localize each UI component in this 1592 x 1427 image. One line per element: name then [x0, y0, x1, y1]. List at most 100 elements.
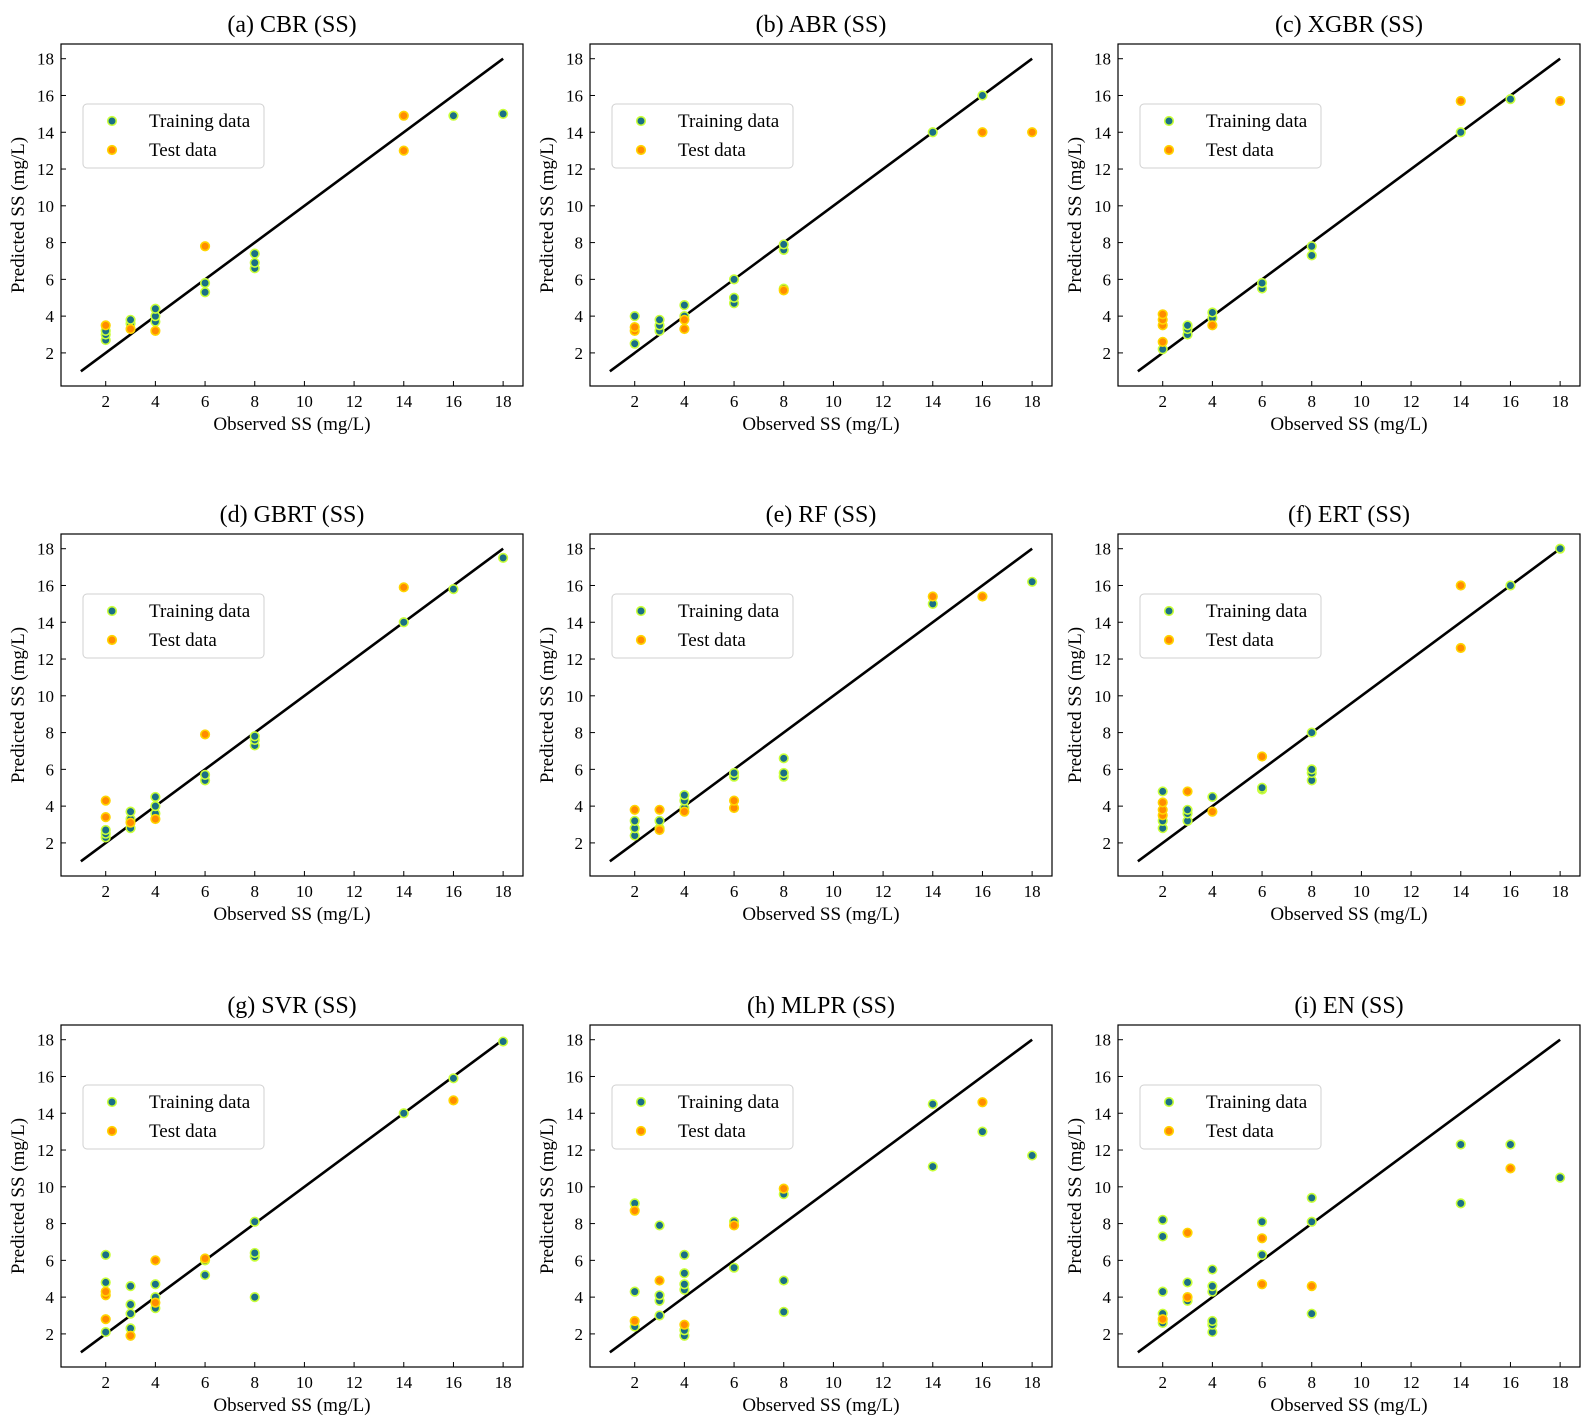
x-tick-label: 10 — [1353, 392, 1370, 411]
training-point — [125, 314, 136, 325]
training-point — [199, 277, 211, 289]
x-tick-label: 4 — [680, 1373, 689, 1392]
training-point — [1027, 576, 1038, 587]
test-point — [125, 323, 136, 335]
x-tick-label: 16 — [1502, 882, 1519, 901]
legend-box — [82, 103, 265, 169]
training-point — [1306, 250, 1317, 261]
legend-training-marker — [1163, 1096, 1175, 1108]
training-point — [679, 1268, 690, 1279]
x-tick-label: 6 — [1258, 1373, 1267, 1392]
y-axis-label: Predicted SS (mg/L) — [1065, 627, 1086, 783]
legend-test-marker — [635, 1125, 647, 1137]
subplot-2: (b) ABR (SS) 2 4 6 8 10 12 14 16 18 2 4 6 8 10 12 14 16 18… — [537, 12, 1053, 435]
training-point — [448, 110, 459, 121]
y-tick-label: 16 — [1094, 1067, 1111, 1086]
identity-line — [1137, 1038, 1561, 1354]
training-point — [977, 1126, 988, 1137]
training-point — [654, 1310, 665, 1321]
y-tick-label: 4 — [46, 797, 55, 816]
x-tick-label: 8 — [779, 882, 788, 901]
subplot-3: (c) XGBR (SS) 2 4 6 8 10 12 14 16 18 2 4 6 8 10 12 14 16 1… — [1065, 12, 1581, 435]
y-tick-label: 18 — [566, 540, 583, 559]
training-point — [927, 1161, 938, 1172]
x-tick-label: 18 — [1024, 882, 1041, 901]
y-tick-label: 10 — [1094, 197, 1111, 216]
training-point — [679, 1279, 690, 1290]
y-tick-label: 12 — [1094, 650, 1111, 669]
training-point — [125, 1308, 136, 1319]
training-point — [199, 769, 211, 780]
test-point — [977, 1097, 988, 1108]
training-point — [249, 731, 260, 742]
training-point — [1555, 1172, 1566, 1183]
training-point — [1256, 1249, 1268, 1260]
subplot-4: (d) GBRT (SS) 2 4 6 8 10 12 14 16 18 2 4 6 8 10 12 14 16 1… — [8, 502, 524, 925]
x-tick-label: 14 — [1452, 882, 1470, 901]
test-point — [1256, 1233, 1268, 1244]
x-axis-label: Observed SS (mg/L) — [213, 414, 370, 435]
y-tick-label: 4 — [46, 307, 55, 326]
y-tick-label: 10 — [566, 1178, 583, 1197]
legend-test-marker — [106, 144, 118, 156]
test-point — [778, 285, 789, 296]
y-tick-label: 2 — [575, 834, 584, 853]
y-tick-label: 8 — [1103, 724, 1112, 743]
x-tick-label: 12 — [346, 1373, 363, 1392]
training-point — [150, 303, 161, 314]
y-tick-label: 4 — [575, 307, 584, 326]
x-tick-label: 6 — [730, 1373, 739, 1392]
legend-box — [1139, 593, 1322, 659]
x-tick-label: 2 — [101, 1373, 110, 1392]
x-tick-label: 16 — [445, 392, 462, 411]
training-point — [1207, 307, 1218, 318]
training-point — [100, 1249, 111, 1260]
test-point — [100, 1286, 111, 1297]
identity-line — [609, 1038, 1033, 1354]
y-tick-label: 14 — [1094, 613, 1112, 632]
training-point — [1256, 782, 1268, 793]
y-tick-label: 18 — [1094, 50, 1111, 69]
x-axis-label: Observed SS (mg/L) — [1270, 414, 1427, 435]
y-tick-label: 4 — [46, 1288, 55, 1307]
training-point — [1157, 1214, 1168, 1226]
axes-frame — [60, 1024, 524, 1368]
training-point — [1207, 1315, 1218, 1327]
legend-training-marker — [635, 1096, 647, 1108]
test-point — [679, 314, 690, 325]
subplot-title: (h) MLPR (SS) — [747, 993, 895, 1019]
y-axis-label: Predicted SS (mg/L) — [537, 627, 558, 783]
y-tick-label: 12 — [566, 650, 583, 669]
test-point — [679, 806, 690, 817]
training-point — [728, 1262, 740, 1273]
x-tick-label: 14 — [924, 1373, 942, 1392]
y-axis-label: Predicted SS (mg/L) — [537, 1118, 558, 1274]
training-point — [199, 287, 211, 298]
x-tick-label: 4 — [680, 882, 689, 901]
training-point — [1182, 1277, 1193, 1288]
training-point — [498, 108, 509, 119]
y-tick-label: 12 — [37, 1141, 54, 1160]
y-tick-label: 16 — [1094, 86, 1111, 105]
subplot-7: (g) SVR (SS) 2 4 6 8 10 12 14 16 18 2 4 6 8 10 12 14 16 18… — [8, 993, 524, 1416]
x-tick-label: 12 — [1403, 1373, 1420, 1392]
x-tick-label: 18 — [1552, 882, 1569, 901]
axes-frame — [589, 533, 1053, 877]
x-tick-label: 10 — [296, 392, 313, 411]
test-point — [1157, 336, 1168, 347]
legend-test-marker — [1163, 1125, 1175, 1137]
legend-test-marker — [106, 634, 118, 646]
training-point — [1306, 764, 1317, 775]
x-tick-label: 12 — [1403, 392, 1420, 411]
x-tick-label: 18 — [495, 392, 512, 411]
x-tick-label: 18 — [1024, 392, 1041, 411]
x-tick-label: 6 — [730, 882, 739, 901]
legend-test-marker — [635, 634, 647, 646]
training-point — [249, 1216, 260, 1227]
legend-test-label: Test data — [149, 140, 217, 161]
legend-training-label: Training data — [1206, 601, 1308, 622]
test-point — [398, 145, 409, 156]
y-tick-label: 18 — [1094, 540, 1111, 559]
legend-training-marker — [106, 605, 118, 617]
